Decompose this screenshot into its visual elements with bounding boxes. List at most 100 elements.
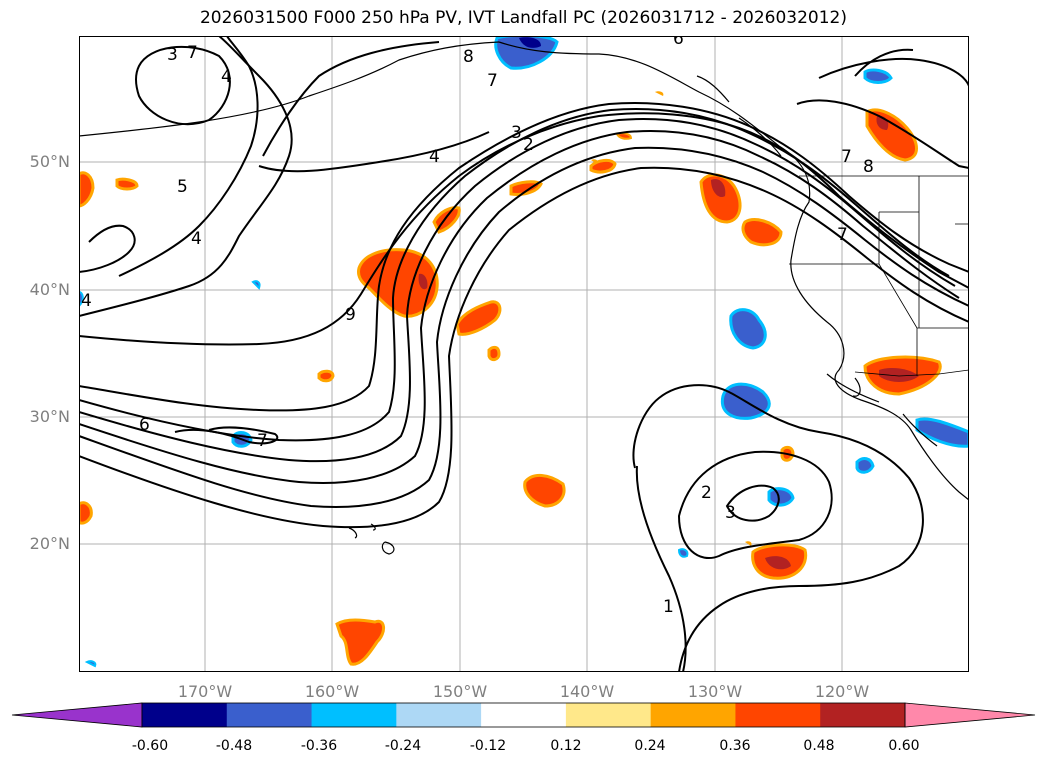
lat-label-40n: 40°N: [29, 280, 70, 299]
coastline-baja: [826, 373, 938, 447]
contour-label: 1: [663, 597, 674, 617]
contour-label: 7: [487, 71, 498, 91]
anomaly-pos-6-core: [711, 178, 726, 198]
contour-line-13: [632, 384, 924, 672]
anomaly-neg-7: [855, 457, 875, 474]
coastline-north-america: [498, 41, 969, 501]
colorbar-segment: [396, 703, 482, 727]
lat-label-50n: 50°N: [29, 152, 70, 171]
colorbar-segment: [226, 703, 313, 727]
anomaly-pos-21: [745, 541, 752, 546]
anomaly-pos-20: [655, 91, 664, 96]
contour-line-8: [79, 36, 293, 317]
lon-label-140w: 140°W: [559, 682, 615, 701]
coastlines: [79, 41, 969, 555]
contour-line-7: [79, 166, 969, 529]
colorbar-tick: -0.36: [300, 738, 338, 754]
contour-label: 3: [167, 45, 178, 65]
anomaly-neg-6: [767, 487, 795, 507]
contour-line-10: [135, 45, 231, 126]
contour-label: 8: [463, 47, 474, 67]
anomaly-neg-4: [915, 417, 969, 448]
contour-line-17: [818, 48, 969, 87]
colorbar-segment: [142, 703, 228, 727]
colorbar-segments: [11, 702, 1036, 728]
lon-label-160w: 160°W: [304, 682, 360, 701]
colorbar-tick: 0.12: [550, 738, 582, 754]
anomaly-neg-9: [677, 548, 689, 558]
anomaly-pos-17: [317, 369, 335, 383]
anomaly-pos-1: [455, 300, 502, 336]
anomaly-neg-2: [729, 308, 767, 350]
contour-label: 7: [257, 431, 268, 451]
contour-line-9: [118, 36, 259, 277]
anomaly-pos-12: [335, 618, 385, 666]
pv-contours: [79, 36, 969, 672]
contour-line-19: [79, 224, 136, 273]
anomaly-pos-main-core: [418, 273, 428, 290]
anomaly-pos-10-core: [765, 556, 791, 570]
anomaly-pos-15: [115, 177, 139, 191]
colorbar-tick: -0.48: [215, 738, 253, 754]
anomaly-neg-11: [84, 660, 97, 668]
contour-label: 4: [81, 291, 92, 311]
contour-label: 9: [345, 305, 356, 325]
negative-anomalies: [79, 36, 969, 668]
contour-line-18: [635, 465, 687, 672]
coastline-islands: [348, 75, 782, 555]
lat-label-20n: 20°N: [29, 534, 70, 553]
contour-label: 8: [863, 157, 874, 177]
lon-label-120w: 120°W: [814, 682, 870, 701]
anomaly-neg-10: [251, 280, 261, 290]
border-states: [789, 176, 969, 376]
coastline-alaska: [79, 41, 500, 137]
map-title: 2026031500 F000 250 hPa PV, IVT Landfall…: [199, 8, 847, 28]
contour-line-14: [677, 450, 833, 559]
anomaly-pos-16: [591, 159, 598, 164]
contour-line-5: [79, 130, 960, 484]
political-borders: [789, 175, 969, 377]
lon-label-130w: 130°W: [687, 682, 743, 701]
anomaly-pos-14: [79, 501, 93, 525]
anomaly-pos-11: [523, 474, 566, 508]
contour-label-group: 3 4 5 4 8 7 3 2 4 6 7 7 8 7 9 6 7 2 3 1 …: [81, 36, 874, 617]
anomaly-pos-9-core: [879, 368, 919, 382]
colorbar-tick: 0.36: [719, 738, 751, 754]
map-background: [79, 36, 969, 672]
map-panel: 3 4 5 4 8 7 3 2 4 6 7 7 8 7 9 6 7 2 3 1 …: [79, 36, 969, 672]
contour-label: 6: [673, 36, 684, 49]
contour-label: 4: [191, 229, 202, 249]
contour-line-6: [79, 146, 969, 508]
colorbar-extend-min: [11, 702, 143, 728]
contour-label: 5: [177, 177, 188, 197]
colorbar-tick: -0.24: [384, 738, 422, 754]
colorbar-outline: [141, 702, 906, 728]
anomaly-neg-5: [863, 68, 893, 84]
contour-line-12: [174, 426, 279, 445]
border-us-mexico: [854, 369, 969, 377]
contour-label: 4: [429, 147, 440, 167]
colorbar-tick: 0.24: [634, 738, 666, 754]
colorbar-segment: [735, 703, 821, 727]
contour-line-4: [79, 118, 956, 463]
lon-label-150w: 150°W: [432, 682, 488, 701]
anomaly-neg-1: [494, 36, 559, 70]
contour-line-2: [79, 101, 969, 412]
contour-label: 2: [523, 135, 534, 155]
colorbar-tick: -0.12: [469, 738, 507, 754]
contour-label: 6: [139, 415, 150, 435]
contour-line-11: [258, 41, 490, 173]
colorbar-segment: [311, 703, 397, 727]
colorbar: [11, 702, 1036, 728]
colorbar-segment: [565, 703, 652, 727]
contour-label: 7: [837, 225, 848, 245]
colorbar-tick: 0.60: [888, 738, 920, 754]
graticule: [79, 36, 969, 672]
lon-label-170w: 170°W: [177, 682, 233, 701]
contour-line-16: [796, 99, 969, 169]
colorbar-tick: -0.60: [131, 738, 169, 754]
anomaly-pos-4: [487, 345, 501, 362]
map-border: [79, 36, 969, 672]
colorbar-extend-max: [904, 702, 1036, 728]
colorbar-segment: [481, 703, 567, 727]
